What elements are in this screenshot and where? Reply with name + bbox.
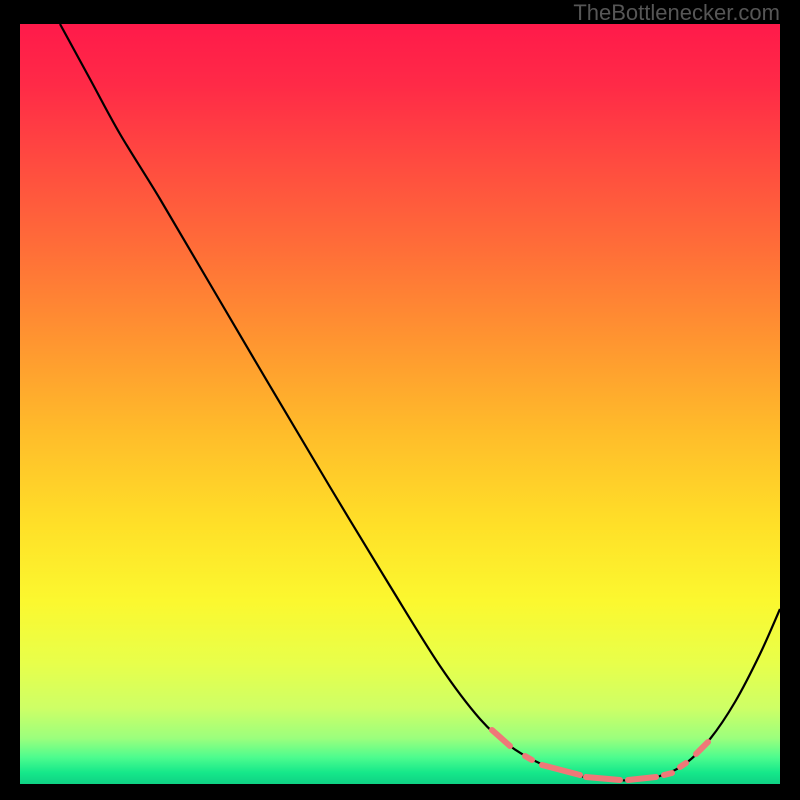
dash-segment [680,763,686,767]
dash-segment [542,765,580,775]
watermark-text: TheBottlenecker.com [573,0,780,26]
dash-segment [586,777,620,780]
dash-segment [525,756,532,760]
dash-segment [492,730,510,746]
bottleneck-curve [60,24,780,780]
chart-frame: TheBottlenecker.com [0,0,800,800]
curve-layer [20,24,780,784]
plot-area [20,24,780,784]
dash-segment [628,777,656,780]
optimal-range-dashes [492,730,708,780]
dash-segment [664,773,672,775]
dash-segment [696,742,708,754]
